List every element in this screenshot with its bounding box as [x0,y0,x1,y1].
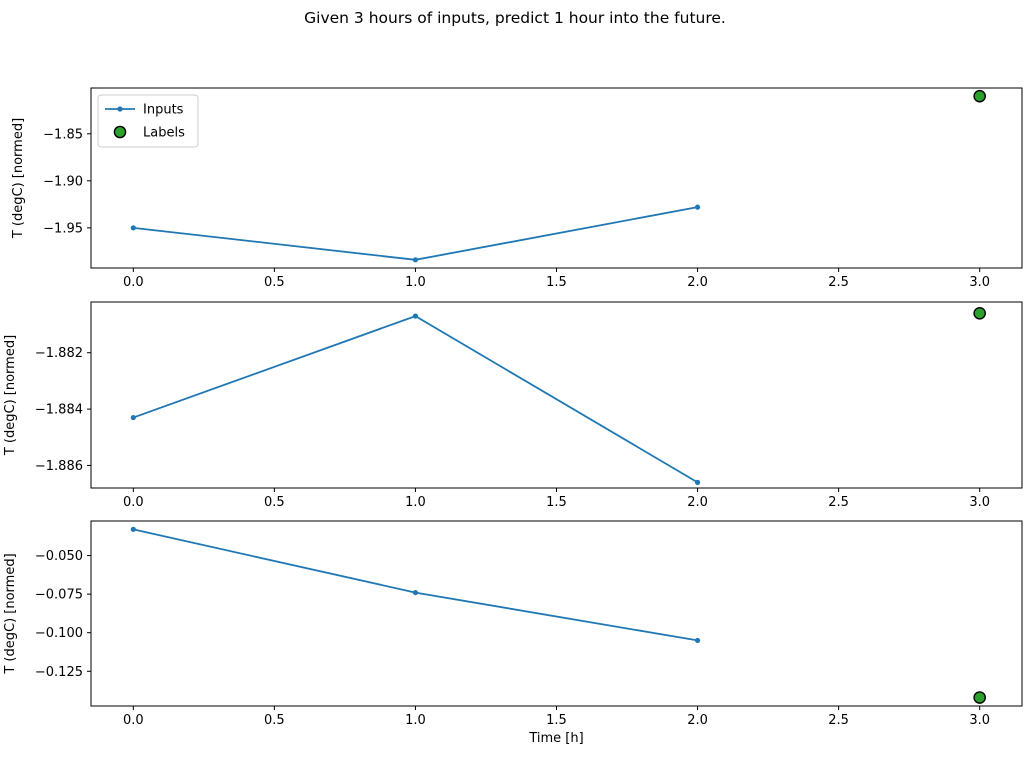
inputs-marker [412,589,419,596]
plot-box [90,87,1023,269]
labels-marker [973,306,986,320]
x-tick-label: 2.5 [828,495,849,510]
y-tick-label: −1.882 [35,346,83,361]
x-tick-label: 3.0 [969,713,990,728]
legend-labels-marker-sample [113,125,127,139]
y-tick-label: −0.050 [35,549,83,564]
y-tick-label: −0.125 [35,665,83,680]
x-tick-label: 1.0 [405,275,426,290]
x-tick-label: 2.0 [687,275,708,290]
labels-marker [973,691,986,704]
x-tick-label: 2.0 [687,713,708,728]
inputs-line [133,206,698,261]
y-tick-label: −1.90 [43,174,83,189]
subplot-top: 0.0 0.5 1.0 1.5 2.0 2.5 3.0 −1.85 −1.90 −1.95 T (d… [11,87,1023,290]
plot-box [90,520,1023,707]
x-tick-label: 2.5 [828,275,849,290]
y-axis-label: T (degC) [normed] [3,335,18,456]
figure-title: Given 3 hours of inputs, predict 1 hour … [304,9,726,27]
inputs-marker [130,414,136,421]
legend: Inputs Labels [97,94,199,148]
x-tick-label: 3.0 [969,495,990,510]
inputs-marker [130,526,136,532]
y-axis-label: T (degC) [normed] [3,553,18,674]
inputs-marker [694,479,701,485]
y-axis-label: T (degC) [normed] [11,118,26,239]
x-tick-label: 0.5 [264,275,285,290]
y-tick-label: −1.884 [35,403,83,418]
subplot-bottom: 0.0 0.5 1.0 1.5 2.0 2.5 3.0 −0.050 −0.075 −0.100 −… [3,520,1023,746]
inputs-line [133,315,699,484]
x-tick-label: 1.5 [546,713,567,728]
legend-item-labels-label: Labels [143,126,185,141]
inputs-marker [412,313,419,319]
inputs-marker [130,225,136,231]
y-tick-label: −1.85 [43,127,83,142]
x-tick-label: 0.0 [123,713,144,728]
y-tick-label: −1.95 [43,221,83,236]
plot-box [90,301,1023,489]
x-tick-label: 3.0 [969,275,990,290]
x-tick-label: 0.0 [123,275,144,290]
x-tick-label: 1.5 [546,275,567,290]
x-axis-label: Time [h] [528,731,583,746]
x-tick-label: 2.5 [828,713,849,728]
x-tick-label: 1.0 [405,495,426,510]
y-tick-label: −1.886 [35,459,83,474]
inputs-marker [694,637,701,644]
x-tick-label: 0.5 [264,495,285,510]
x-tick-label: 1.0 [405,713,426,728]
legend-item-inputs-label: Inputs [143,103,184,118]
legend-inputs-marker-sample [117,106,123,112]
x-tick-label: 0.0 [123,495,144,510]
x-tick-label: 2.0 [687,495,708,510]
y-tick-label: −0.100 [35,626,83,641]
labels-marker [973,89,986,103]
subplot-middle: 0.0 0.5 1.0 1.5 2.0 2.5 3.0 −1.882 −1.884 −1.886 T… [3,301,1023,510]
x-tick-label: 1.5 [546,495,567,510]
x-tick-label: 0.5 [264,713,285,728]
inputs-marker [412,257,419,263]
inputs-marker [694,204,701,210]
y-tick-label: −0.075 [35,588,83,603]
inputs-line [133,528,698,642]
